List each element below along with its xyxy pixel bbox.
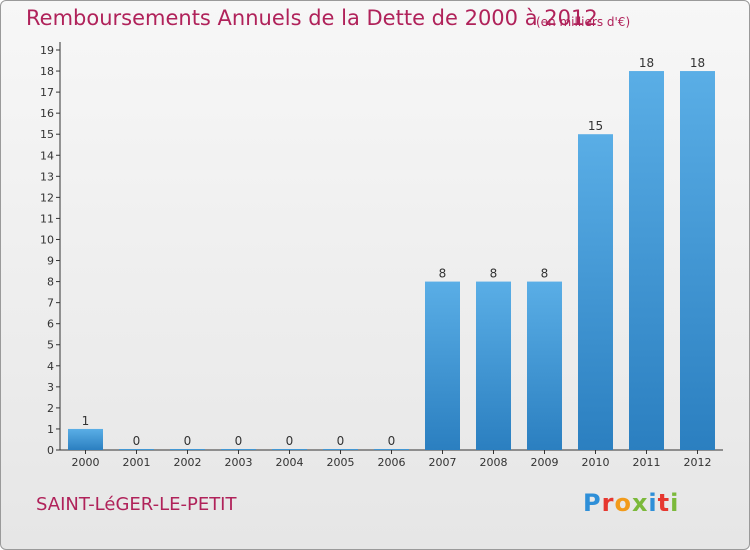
- x-tick-label: 2000: [72, 456, 100, 469]
- x-tick-label: 2002: [174, 456, 202, 469]
- x-tick-label: 2006: [378, 456, 406, 469]
- data-label: 0: [184, 434, 192, 448]
- y-tick-label: 13: [40, 170, 54, 183]
- bar: [578, 134, 613, 451]
- data-label: 0: [337, 434, 345, 448]
- x-tick-label: 2008: [480, 456, 508, 469]
- y-tick-label: 16: [40, 107, 54, 120]
- y-tick-label: 18: [40, 65, 54, 78]
- data-label: 15: [588, 119, 603, 133]
- y-tick-label: 4: [47, 360, 54, 373]
- bar: [629, 71, 664, 450]
- bar: [221, 449, 256, 450]
- commune-name: SAINT-LéGER-LE-PETIT: [36, 494, 237, 515]
- bar: [476, 281, 511, 450]
- data-label: 1: [82, 414, 90, 428]
- y-tick-label: 6: [47, 318, 54, 331]
- y-tick-label: 7: [47, 297, 54, 310]
- chart-title: Remboursements Annuels de la Dette de 20…: [26, 6, 598, 30]
- y-tick-label: 11: [40, 212, 54, 225]
- data-label: 18: [639, 56, 654, 70]
- bar: [374, 449, 409, 450]
- y-tick-label: 9: [47, 255, 54, 268]
- y-tick-label: 12: [40, 191, 54, 204]
- x-tick-label: 2001: [123, 456, 151, 469]
- proxiti-logo: Proxiti: [583, 489, 680, 517]
- bar: [425, 281, 460, 450]
- bar: [119, 449, 154, 450]
- x-tick-label: 2010: [582, 456, 610, 469]
- y-tick-label: 15: [40, 128, 54, 141]
- bar: [680, 71, 715, 450]
- y-tick-label: 17: [40, 86, 54, 99]
- x-tick-label: 2007: [429, 456, 457, 469]
- bar: [68, 428, 103, 450]
- x-tick-label: 2009: [531, 456, 559, 469]
- y-tick-label: 2: [47, 402, 54, 415]
- data-label: 8: [490, 267, 498, 281]
- y-tick-label: 5: [47, 339, 54, 352]
- data-label: 0: [388, 434, 396, 448]
- data-label: 18: [690, 56, 705, 70]
- y-tick-label: 1: [47, 423, 54, 436]
- data-label: 0: [235, 434, 243, 448]
- data-label: 0: [133, 434, 141, 448]
- bar: [323, 449, 358, 450]
- y-tick-label: 3: [47, 381, 54, 394]
- bar: [272, 449, 307, 450]
- data-label: 8: [439, 267, 447, 281]
- y-tick-label: 10: [40, 233, 54, 246]
- x-tick-label: 2005: [327, 456, 355, 469]
- bar: [170, 449, 205, 450]
- x-tick-label: 2003: [225, 456, 253, 469]
- y-tick-label: 19: [40, 44, 54, 57]
- data-label: 0: [286, 434, 294, 448]
- bar: [527, 281, 562, 450]
- y-tick-label: 8: [47, 276, 54, 289]
- y-tick-label: 0: [47, 444, 54, 457]
- x-tick-label: 2012: [684, 456, 712, 469]
- data-label: 8: [541, 267, 549, 281]
- chart-unit: (en milliers d'€): [536, 15, 631, 29]
- x-tick-label: 2011: [633, 456, 661, 469]
- x-tick-label: 2004: [276, 456, 304, 469]
- y-tick-label: 14: [40, 149, 54, 162]
